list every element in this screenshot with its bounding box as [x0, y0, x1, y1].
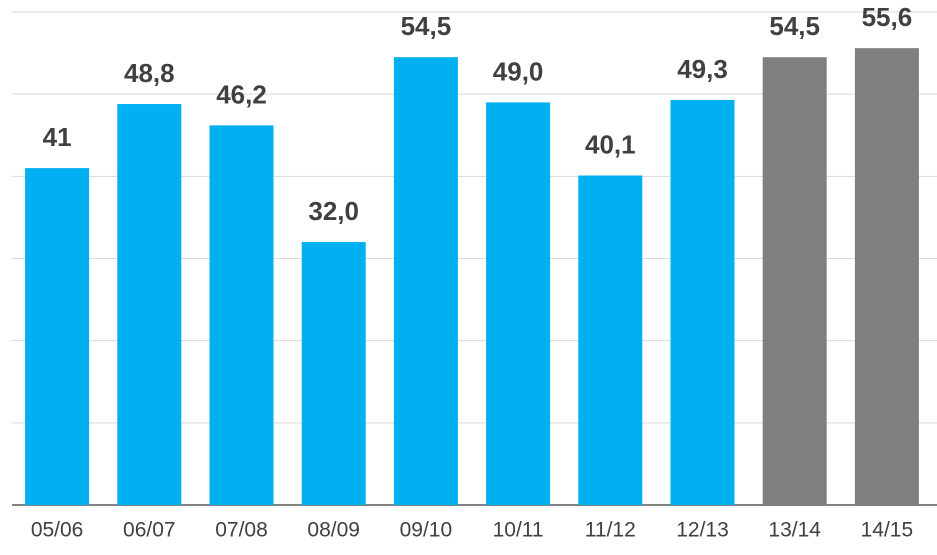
bar: [209, 125, 274, 505]
data-label: 54,5: [401, 11, 452, 41]
data-label: 55,6: [862, 2, 913, 32]
data-label: 40,1: [585, 129, 636, 159]
x-tick-label: 11/12: [585, 519, 636, 542]
x-tick-label: 12/13: [676, 519, 729, 542]
x-tick-label: 05/06: [31, 519, 84, 542]
bar: [393, 57, 458, 506]
x-tick-label: 09/10: [400, 519, 453, 542]
x-tick-label: 07/08: [215, 519, 268, 542]
data-label: 32,0: [308, 196, 359, 226]
data-label: 54,5: [769, 11, 820, 41]
x-tick-label: 06/07: [123, 519, 176, 542]
data-label: 48,8: [124, 58, 175, 88]
bar: [486, 102, 551, 505]
bar: [670, 99, 735, 505]
bar: [25, 168, 90, 505]
data-label: 41: [43, 122, 72, 152]
bar: [854, 48, 919, 506]
data-label: 46,2: [216, 79, 267, 109]
bar: [578, 175, 643, 506]
bar: [301, 242, 366, 506]
x-tick-label: 08/09: [307, 519, 360, 542]
data-label: 49,3: [677, 54, 728, 84]
x-tick-label: 13/14: [768, 519, 821, 542]
data-label: 49,0: [493, 56, 544, 86]
x-tick-label: 10/11: [493, 519, 544, 542]
bar: [117, 104, 182, 505]
x-tick-label: 14/15: [861, 519, 914, 542]
bar: [762, 57, 827, 506]
